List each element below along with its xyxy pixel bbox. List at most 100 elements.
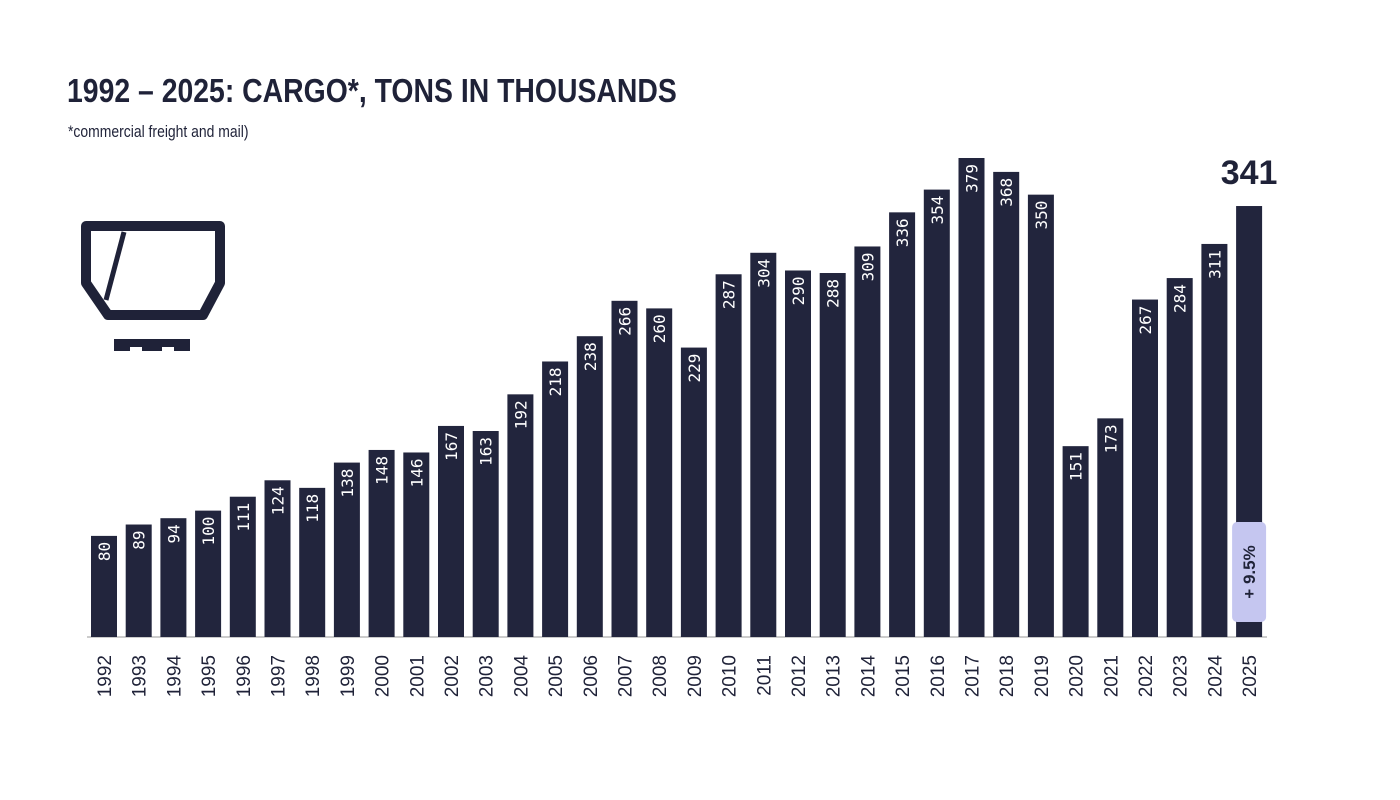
x-tick-label-2022: 2022 <box>1136 655 1157 697</box>
x-tick-label-2002: 2002 <box>442 655 463 697</box>
data-label-1997: 124 <box>269 486 288 515</box>
highlight-value-label: 341 <box>1221 154 1278 192</box>
x-tick-label-2003: 2003 <box>477 655 498 697</box>
change-badge <box>1232 522 1267 622</box>
bar-2023 <box>1166 278 1193 637</box>
bar-2019 <box>1027 194 1054 637</box>
cargo-container-icon <box>81 221 225 353</box>
bar-2009 <box>680 347 707 637</box>
x-tick-label-1994: 1994 <box>164 655 185 698</box>
bar-2000 <box>368 449 395 637</box>
data-label-2004: 192 <box>511 400 530 429</box>
change-badge-label: + 9.5% <box>1240 545 1259 598</box>
bar-2018 <box>993 171 1020 637</box>
chart-title: 1992 – 2025: CARGO*, TONS IN THOUSANDS <box>67 72 677 109</box>
x-tick-label-2008: 2008 <box>650 655 671 697</box>
x-tick-label-1995: 1995 <box>199 655 220 697</box>
x-tick-label-1992: 1992 <box>95 655 116 697</box>
data-label-1994: 94 <box>164 524 183 543</box>
bar-1995 <box>195 510 222 637</box>
bar-2024 <box>1201 243 1228 637</box>
data-label-2016: 354 <box>928 196 947 225</box>
data-label-2001: 146 <box>407 458 426 487</box>
data-label-2017: 379 <box>963 164 982 193</box>
data-label-2020: 151 <box>1067 452 1086 481</box>
bar-1993 <box>125 524 152 637</box>
bar-2021 <box>1097 418 1124 637</box>
x-tick-label-2009: 2009 <box>685 655 706 697</box>
data-label-2009: 229 <box>685 354 704 383</box>
x-tick-label-2018: 2018 <box>997 655 1018 697</box>
bar-1997 <box>264 480 291 637</box>
data-label-1993: 89 <box>130 531 149 550</box>
data-label-2010: 287 <box>720 280 739 309</box>
x-tick-label-2016: 2016 <box>928 655 949 697</box>
x-tick-label-2014: 2014 <box>858 655 879 698</box>
data-label-2011: 304 <box>754 259 773 288</box>
bar-2013 <box>819 273 846 637</box>
x-tick-label-2019: 2019 <box>1032 655 1053 697</box>
x-tick-label-2024: 2024 <box>1205 655 1226 698</box>
bar-2008 <box>646 308 673 637</box>
data-label-1995: 100 <box>199 517 218 546</box>
data-label-2003: 163 <box>477 437 496 466</box>
x-tick-label-2021: 2021 <box>1101 655 1122 697</box>
bar-2022 <box>1132 299 1158 637</box>
data-label-2013: 288 <box>824 279 843 308</box>
x-tick-label-1997: 1997 <box>269 655 290 697</box>
x-tick-label-1999: 1999 <box>338 655 359 697</box>
x-tick-label-2023: 2023 <box>1171 655 1192 697</box>
bar-2005 <box>542 361 569 637</box>
data-label-2014: 309 <box>858 252 877 281</box>
bar-2001 <box>403 452 430 637</box>
bar-1994 <box>160 518 187 637</box>
x-tick-label-1993: 1993 <box>130 655 151 697</box>
bar-2015 <box>889 212 916 637</box>
data-label-2012: 290 <box>789 276 808 305</box>
x-tick-label-2005: 2005 <box>546 655 567 697</box>
data-label-2006: 238 <box>581 342 600 371</box>
bar-2010 <box>715 274 742 637</box>
x-tick-label-2013: 2013 <box>824 655 845 697</box>
bar-2020 <box>1062 446 1089 637</box>
chart-subtitle: *commercial freight and mail) <box>68 122 249 141</box>
data-label-2018: 368 <box>997 178 1016 207</box>
data-label-1998: 118 <box>303 494 322 523</box>
bar-2003 <box>472 430 499 637</box>
data-label-1999: 138 <box>338 469 357 498</box>
x-tick-label-2012: 2012 <box>789 655 810 697</box>
data-label-1996: 111 <box>234 503 253 532</box>
data-label-2022: 267 <box>1136 306 1155 335</box>
x-tick-label-2007: 2007 <box>616 655 637 697</box>
data-label-1992: 80 <box>95 542 114 561</box>
data-label-2021: 173 <box>1101 424 1120 453</box>
x-tick-label-1998: 1998 <box>303 655 324 697</box>
bar-2014 <box>854 246 881 637</box>
data-label-2007: 266 <box>616 307 635 336</box>
x-tick-label-2017: 2017 <box>963 655 984 697</box>
x-tick-label-2020: 2020 <box>1067 655 1088 697</box>
bar-1992 <box>91 535 117 637</box>
bar-2006 <box>576 336 603 637</box>
data-label-2015: 336 <box>893 218 912 247</box>
x-tick-label-2006: 2006 <box>581 655 602 697</box>
bar-2011 <box>750 252 777 637</box>
x-tick-label-1996: 1996 <box>234 655 255 697</box>
data-label-2008: 260 <box>650 314 669 343</box>
bar-2016 <box>923 189 950 637</box>
bar-2017 <box>958 158 985 637</box>
bar-2002 <box>438 425 464 637</box>
data-label-2024: 311 <box>1205 250 1224 279</box>
x-tick-label-2004: 2004 <box>511 655 532 698</box>
data-label-2019: 350 <box>1032 201 1051 230</box>
bar-2007 <box>611 300 638 637</box>
x-tick-label-2010: 2010 <box>720 655 741 697</box>
x-tick-label-2015: 2015 <box>893 655 914 697</box>
data-label-2002: 167 <box>442 432 461 461</box>
data-label-2005: 218 <box>546 367 565 396</box>
bar-2004 <box>507 394 534 637</box>
bar-2012 <box>785 270 811 637</box>
data-label-2023: 284 <box>1171 284 1190 313</box>
x-tick-label-2025: 2025 <box>1240 655 1261 697</box>
